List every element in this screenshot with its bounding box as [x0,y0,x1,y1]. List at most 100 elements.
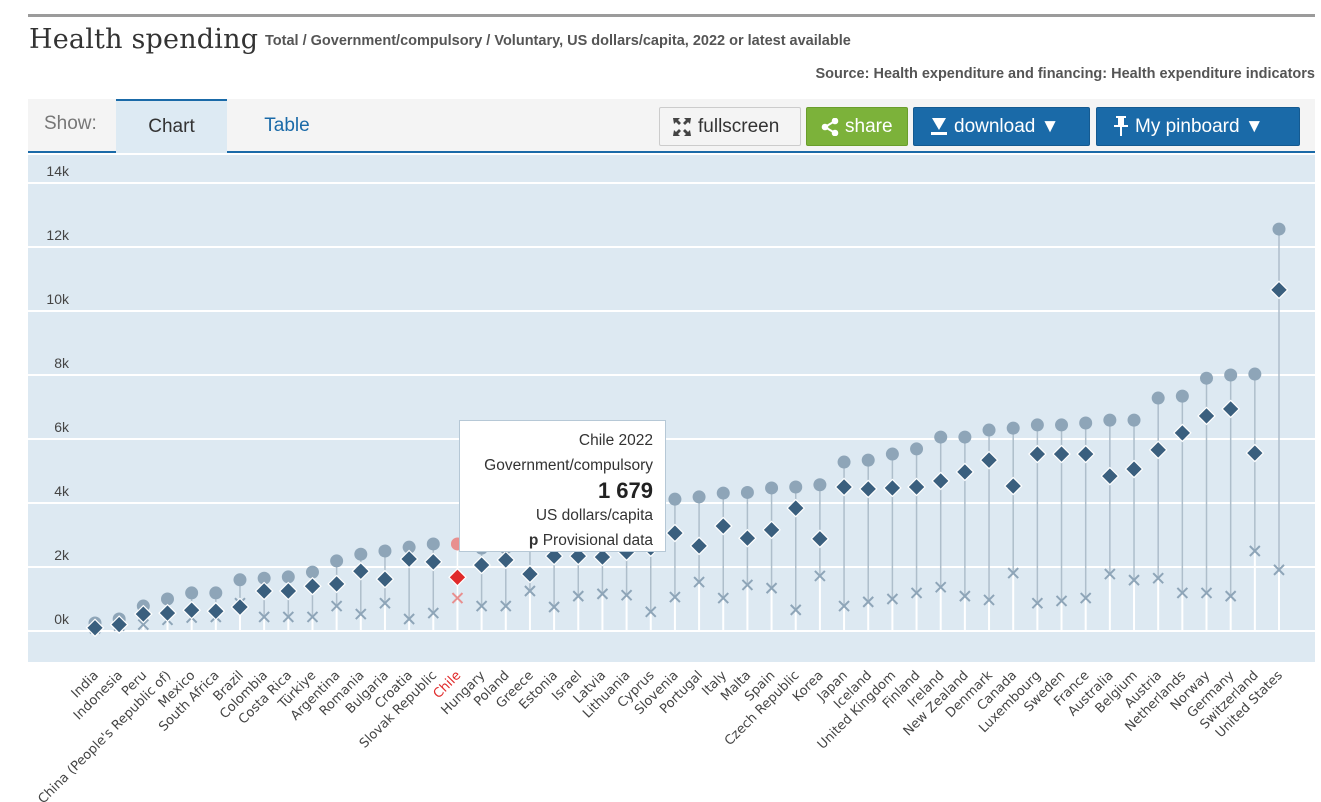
government-point [1100,466,1120,486]
y-tick-label: 8k [54,355,70,371]
government-point [133,604,153,624]
voluntary-point [1055,595,1068,607]
page-subtitle: Total / Government/compulsory / Voluntar… [265,33,851,49]
government-point [327,574,346,594]
y-tick-label: 10k [46,291,70,307]
tooltip-title: Chile 2022 [578,432,653,449]
y-tick-label: 4k [54,483,70,499]
voluntary-point [1079,592,1092,604]
total-point [789,480,803,494]
tab-chart[interactable]: Chart [116,99,227,153]
government-point [423,552,443,572]
total-point [330,554,344,568]
tooltip-unit: US dollars/capita [535,507,653,524]
total-point [257,571,271,585]
government-point [85,618,105,638]
government-point [303,576,322,596]
total-point [1030,418,1044,432]
pinboard-label: My pinboard ▼ [1135,116,1264,137]
voluntary-point [306,611,319,623]
tooltip-value: 1 679 [597,478,653,503]
voluntary-point [1007,567,1019,579]
total-point [185,586,199,600]
pinboard-button[interactable]: My pinboard ▼ [1096,107,1300,146]
voluntary-point [935,581,947,593]
government-point [713,516,733,536]
toolbar: Show: Chart Table fullscreen share downl… [28,99,1315,153]
voluntary-point [379,597,391,609]
show-label: Show: [44,113,97,134]
y-tick-label: 12k [46,227,70,243]
total-point [160,592,174,606]
government-point [955,462,975,482]
voluntary-point [1176,587,1189,599]
total-point [1224,368,1238,382]
share-button[interactable]: share [806,107,908,146]
download-label: download ▼ [954,116,1060,137]
expand-icon [672,108,692,150]
government-point [1076,444,1096,464]
voluntary-point [282,611,295,623]
total-point [1272,222,1286,236]
total-point [1079,416,1093,430]
total-point [668,492,682,506]
total-point [861,453,875,467]
voluntary-point [355,608,367,620]
government-point [109,615,129,634]
total-point [354,547,368,561]
total-point [426,537,440,551]
government-point [883,478,902,498]
voluntary-point [790,604,802,616]
government-point [278,581,298,601]
government-point [689,536,709,556]
voluntary-point [886,593,899,605]
government-point [1197,406,1216,426]
total-point [1151,391,1165,405]
government-point [351,561,371,581]
government-point [472,555,491,575]
government-point [1028,444,1047,464]
voluntary-point [403,613,415,625]
government-point [1269,280,1289,300]
source-note[interactable]: Source: Health expenditure and financing… [815,66,1315,82]
voluntary-point [669,591,681,603]
total-point [1200,371,1214,385]
government-point [158,603,177,623]
voluntary-point [1273,564,1285,576]
fullscreen-label: fullscreen [698,116,780,137]
voluntary-point [717,592,729,604]
fullscreen-button[interactable]: fullscreen [659,107,801,146]
government-point [931,471,951,491]
voluntary-point [620,589,633,601]
government-point [375,569,395,589]
voluntary-point [862,596,874,608]
total-point [958,430,972,444]
total-point [233,573,247,587]
tab-table[interactable]: Table [264,115,310,136]
voluntary-point [548,601,560,613]
voluntary-point [1200,587,1213,599]
government-point [399,549,419,569]
total-point [1103,413,1117,427]
voluntary-point [596,588,609,600]
total-point [934,430,948,444]
government-point [858,479,878,499]
total-point [1006,421,1020,435]
tooltip-flag: p [528,531,539,549]
download-button[interactable]: download ▼ [913,107,1090,146]
total-point [378,544,392,558]
government-point [1148,440,1168,460]
government-point [786,498,806,518]
total-point [982,423,996,437]
download-icon [930,108,948,149]
government-point [1245,443,1265,463]
voluntary-point [838,600,850,612]
total-point [1127,413,1141,427]
voluntary-point [645,606,657,618]
total-point [885,447,899,461]
y-tick-label: 6k [54,419,70,435]
y-tick-label: 2k [54,547,70,563]
government-point [448,567,467,587]
voluntary-point [137,618,150,631]
